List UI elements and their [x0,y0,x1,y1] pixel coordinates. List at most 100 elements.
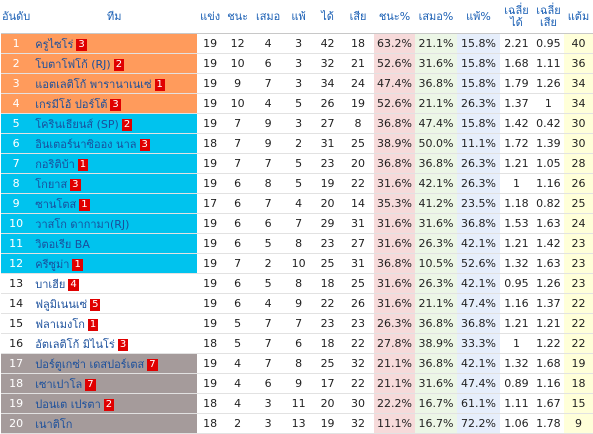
header-rank[interactable]: อันดับ [1,1,32,34]
lost-cell: 13 [284,413,314,434]
table-row[interactable]: 5 โครินเธียนส์ (SP) 2 19 7 9 3 27 8 36.8% 47.4% 15.… [1,113,593,134]
header-drawn[interactable]: เสมอ [252,1,285,34]
header-win-pct[interactable]: ชนะ% [374,1,415,34]
drawn-cell: 6 [252,53,285,74]
team-name-link[interactable]: บาเฮีย [35,277,66,291]
avg-goals-for-cell: 1.16 [499,293,533,314]
team-name-link[interactable]: เซาเปาโล [35,377,83,391]
team-name-link[interactable]: ครูไซโร่ [35,37,74,51]
table-row[interactable]: 6 อินเตอร์นาซิออง นาล 3 18 7 9 2 31 25 38.9% 50.0%… [1,133,593,154]
avg-goals-for-cell: 1.06 [499,413,533,434]
header-points[interactable]: แต้ม [563,1,593,34]
drawn-cell: 7 [252,333,285,354]
lost-cell: 9 [284,373,314,394]
lost-cell: 5 [284,93,314,114]
win-pct-cell: 38.9% [374,133,415,154]
header-loss-pct[interactable]: แพ้% [456,1,500,34]
team-name-link[interactable]: โบตาโฟโก้ (RJ) [35,57,111,71]
goals-for-cell: 18 [313,273,343,294]
table-row[interactable]: 10 วาสโก ดากามา(RJ) 19 6 6 7 29 31 31.6% 31.6% 36.… [1,213,593,234]
team-name-link[interactable]: วิตอเรีย BA [35,237,90,251]
rank-cell: 8 [1,173,32,194]
avg-goals-for-cell: 2.21 [499,33,533,54]
team-name-link[interactable]: กอริติบ้า [35,157,75,171]
team-name-link[interactable]: อินเตอร์นาซิออง นาล [35,137,137,151]
drawn-cell: 3 [252,413,285,434]
header-avg-goals-for[interactable]: เฉลี่ยได้ [499,1,533,34]
avg-goals-against-cell: 1.67 [532,393,564,414]
team-name-link[interactable]: ฟลูมิเนนเซ่ [35,297,88,311]
table-row[interactable]: 19 ปอนเต เปรตา 2 18 4 3 11 20 30 22.2% 16.7% 61.1% 1… [1,393,593,414]
table-row[interactable]: 8 โกยาส 3 19 6 8 5 19 22 31.6% 42.1% 26.3% 1 1.16 26 [1,173,593,194]
header-won[interactable]: ชนะ [223,1,253,34]
team-name-link[interactable]: อัตเลติโก้ มิไนโร่ [35,337,115,351]
red-card-badge: 3 [117,338,129,351]
table-row[interactable]: 12 ครีซูม่า 1 19 7 2 10 25 31 36.8% 10.5% 52.6% 1.32… [1,253,593,274]
table-row[interactable]: 7 กอริติบ้า 1 19 7 7 5 23 20 36.8% 36.8% 26.3% 1.21 1… [1,153,593,174]
avg-goals-for-cell: 0.89 [499,373,533,394]
team-name-link[interactable]: ปอร์ตูเกซ่า เดสปอร์เตส [35,357,145,371]
goals-against-cell: 8 [342,113,374,134]
draw-pct-cell: 10.5% [414,253,457,274]
avg-goals-against-cell: 1.21 [532,313,564,334]
header-avg-goals-against[interactable]: เฉลี่ยเสีย [532,1,564,34]
avg-goals-against-cell: 1.26 [532,273,564,294]
header-goals-against[interactable]: เสีย [342,1,374,34]
points-cell: 24 [563,213,593,234]
goals-against-cell: 25 [342,273,374,294]
table-row[interactable]: 20 เนาติโก 18 2 3 13 19 32 11.1% 16.7% 72.2% 1.06 1.… [1,413,593,434]
header-lost[interactable]: แพ้ [284,1,314,34]
win-pct-cell: 27.8% [374,333,415,354]
points-cell: 30 [563,133,593,154]
table-row[interactable]: 16 อัตเลติโก้ มิไนโร่ 3 18 5 7 6 18 22 27.8% 38.9%… [1,333,593,354]
table-row[interactable]: 13 บาเฮีย 4 19 6 5 8 18 25 31.6% 26.3% 42.1% 0.95 1.2… [1,273,593,294]
team-name-link[interactable]: โกยาส [35,177,68,191]
draw-pct-cell: 31.6% [414,213,457,234]
points-cell: 9 [563,413,593,434]
team-name-link[interactable]: เกรมีโอ้ ปอร์โต้ [35,97,108,111]
header-goals-for[interactable]: ได้ [313,1,343,34]
team-name-link[interactable]: เนาติโก [35,417,73,431]
table-row[interactable]: 2 โบตาโฟโก้ (RJ) 2 19 10 6 3 32 21 52.6% 31.6% 15.8… [1,53,593,74]
header-played[interactable]: แข่ง [197,1,224,34]
team-cell: ครูไซโร่ 3 [31,33,198,54]
drawn-cell: 3 [252,393,285,414]
team-name-link[interactable]: โครินเธียนส์ (SP) [35,117,119,131]
table-row[interactable]: 15 ฟลาเมงโก 1 19 5 7 7 23 23 26.3% 36.8% 36.8% 1.21 1… [1,313,593,334]
lost-cell: 7 [284,313,314,334]
team-name-link[interactable]: ฟลาเมงโก [35,317,85,331]
red-card-badge: 1 [72,258,83,271]
table-row[interactable]: 3 แอตเลติโก้ พารานาเนเซ่ 1 19 9 7 3 34 24 47.4% 36… [1,73,593,94]
goals-against-cell: 14 [342,193,374,214]
table-row[interactable]: 9 ซานโตส 1 17 6 7 4 20 14 35.3% 41.2% 23.5% 1.18 0.82… [1,193,593,214]
table-row[interactable]: 1 ครูไซโร่ 3 19 12 4 3 42 18 63.2% 21.1% 15.8% 2.21 0… [1,33,593,54]
team-name-link[interactable]: ซานโตส [35,197,77,211]
team-name-link[interactable]: ครีซูม่า [35,257,70,271]
header-team[interactable]: ทีม [31,1,198,34]
lost-cell: 5 [284,153,314,174]
team-name-link[interactable]: วาสโก ดากามา(RJ) [35,217,130,231]
table-row[interactable]: 4 เกรมีโอ้ ปอร์โต้ 3 19 10 4 5 26 19 52.6% 21.1% 26… [1,93,593,114]
win-pct-cell: 36.8% [374,253,415,274]
table-row[interactable]: 14 ฟลูมิเนนเซ่ 5 19 6 4 9 22 26 31.6% 21.1% 47.4% 1.… [1,293,593,314]
red-card-badge: 2 [103,398,115,411]
goals-for-cell: 17 [313,373,343,394]
header-draw-pct[interactable]: เสมอ% [414,1,457,34]
lost-cell: 9 [284,293,314,314]
avg-goals-for-cell: 1.21 [499,153,533,174]
played-cell: 19 [197,293,224,314]
team-cell: เกรมีโอ้ ปอร์โต้ 3 [31,93,198,114]
table-row[interactable]: 11 วิตอเรีย BA 19 6 5 8 23 27 31.6% 26.3% 42.1% 1.2… [1,233,593,254]
won-cell: 6 [223,193,253,214]
win-pct-cell: 47.4% [374,73,415,94]
won-cell: 7 [223,113,253,134]
team-name-link[interactable]: ปอนเต เปรตา [35,397,101,411]
rank-cell: 3 [1,73,32,94]
table-row[interactable]: 17 ปอร์ตูเกซ่า เดสปอร์เตส 7 19 4 7 8 25 32 21.1% 3… [1,353,593,374]
drawn-cell: 7 [252,353,285,374]
team-name-link[interactable]: แอตเลติโก้ พารานาเนเซ่ [35,77,152,91]
table-row[interactable]: 18 เซาเปาโล 7 19 4 6 9 17 22 21.1% 31.6% 47.4% 0.89 1… [1,373,593,394]
draw-pct-cell: 36.8% [414,353,457,374]
draw-pct-cell: 42.1% [414,173,457,194]
red-card-badge: 4 [68,278,79,291]
